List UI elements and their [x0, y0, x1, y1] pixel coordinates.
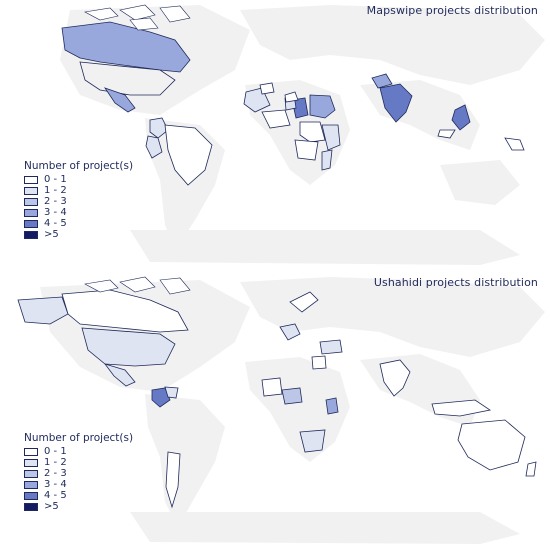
region-north-africa	[319, 339, 343, 355]
region-nigeria	[281, 387, 303, 405]
legend-swatch	[24, 175, 38, 184]
legend-item: 3 - 4	[24, 207, 133, 218]
legend-item: >5	[24, 501, 133, 512]
region-india	[379, 359, 411, 397]
region-west-africa-2	[261, 109, 291, 129]
mapswipe-map-panel: Mapswipe projects distribution	[0, 0, 550, 268]
region-nz	[525, 461, 537, 477]
region-colombia	[149, 117, 169, 139]
region-australia	[457, 419, 526, 471]
mapswipe-map-title: Mapswipe projects distribution	[366, 4, 538, 17]
arctic-islands	[84, 4, 191, 31]
legend-swatch	[24, 502, 38, 511]
region-argentina	[165, 451, 181, 509]
legend-swatch	[24, 208, 38, 217]
legend-swatch	[24, 230, 38, 239]
region-brazil	[164, 124, 213, 186]
legend-item: 4 - 5	[24, 218, 133, 229]
region-canada	[61, 21, 191, 73]
ushahidi-world-map	[17, 276, 545, 544]
region-south-africa	[299, 429, 326, 453]
region-peru	[145, 135, 163, 159]
legend-swatch	[24, 469, 38, 478]
legend-item: 1 - 2	[24, 185, 133, 196]
ushahidi-legend: Number of project(s) 0 - 1 1 - 2 2 - 3 3…	[24, 432, 133, 512]
region-scandinavia	[289, 291, 319, 313]
region-sudan	[309, 94, 336, 119]
region-central-africa	[294, 139, 319, 161]
legend-item: 2 - 3	[24, 196, 133, 207]
region-morocco	[259, 82, 275, 95]
region-canada	[61, 289, 189, 333]
region-east-africa	[321, 124, 341, 151]
region-usa	[81, 327, 176, 367]
region-mali	[284, 91, 299, 103]
region-india	[379, 83, 413, 123]
mapswipe-legend: Number of project(s) 0 - 1 1 - 2 2 - 3 3…	[24, 160, 133, 240]
panel-divider	[0, 268, 550, 272]
legend-item: 0 - 1	[24, 446, 133, 457]
legend-item: >5	[24, 229, 133, 240]
legend-swatch	[24, 491, 38, 500]
region-indonesia	[431, 399, 492, 417]
region-chad	[299, 121, 326, 143]
legend-item: 1 - 2	[24, 457, 133, 468]
region-kenya	[325, 397, 339, 415]
region-mozambique	[321, 149, 333, 171]
region-west-africa	[261, 377, 283, 397]
legend-item: 4 - 5	[24, 490, 133, 501]
legend-item: 3 - 4	[24, 479, 133, 490]
region-png	[504, 137, 525, 151]
legend-swatch	[24, 480, 38, 489]
region-mexico	[104, 87, 136, 113]
region-egypt	[311, 355, 327, 370]
region-philippines	[451, 104, 471, 131]
region-mexico	[103, 363, 136, 387]
legend-swatch	[24, 197, 38, 206]
region-colombia	[151, 387, 171, 408]
mapswipe-world-map	[60, 4, 545, 265]
legend-swatch	[24, 219, 38, 228]
arctic-islands	[84, 276, 191, 295]
ushahidi-map-title: Ushahidi projects distribution	[373, 276, 538, 289]
region-afghanistan	[371, 73, 393, 89]
region-europe	[279, 323, 301, 341]
legend-swatch	[24, 458, 38, 467]
legend-title: Number of project(s)	[24, 432, 134, 444]
legend-title: Number of project(s)	[24, 160, 134, 172]
legend-swatch	[24, 447, 38, 456]
legend-item: 2 - 3	[24, 468, 133, 479]
ushahidi-map-panel: Ushahidi projects distribution	[0, 272, 550, 547]
region-nigeria	[291, 97, 309, 119]
legend-swatch	[24, 186, 38, 195]
region-usa	[79, 61, 176, 96]
region-venezuela	[164, 386, 179, 399]
region-indonesia	[437, 129, 456, 139]
region-alaska	[17, 296, 69, 325]
legend-item: 0 - 1	[24, 174, 133, 185]
